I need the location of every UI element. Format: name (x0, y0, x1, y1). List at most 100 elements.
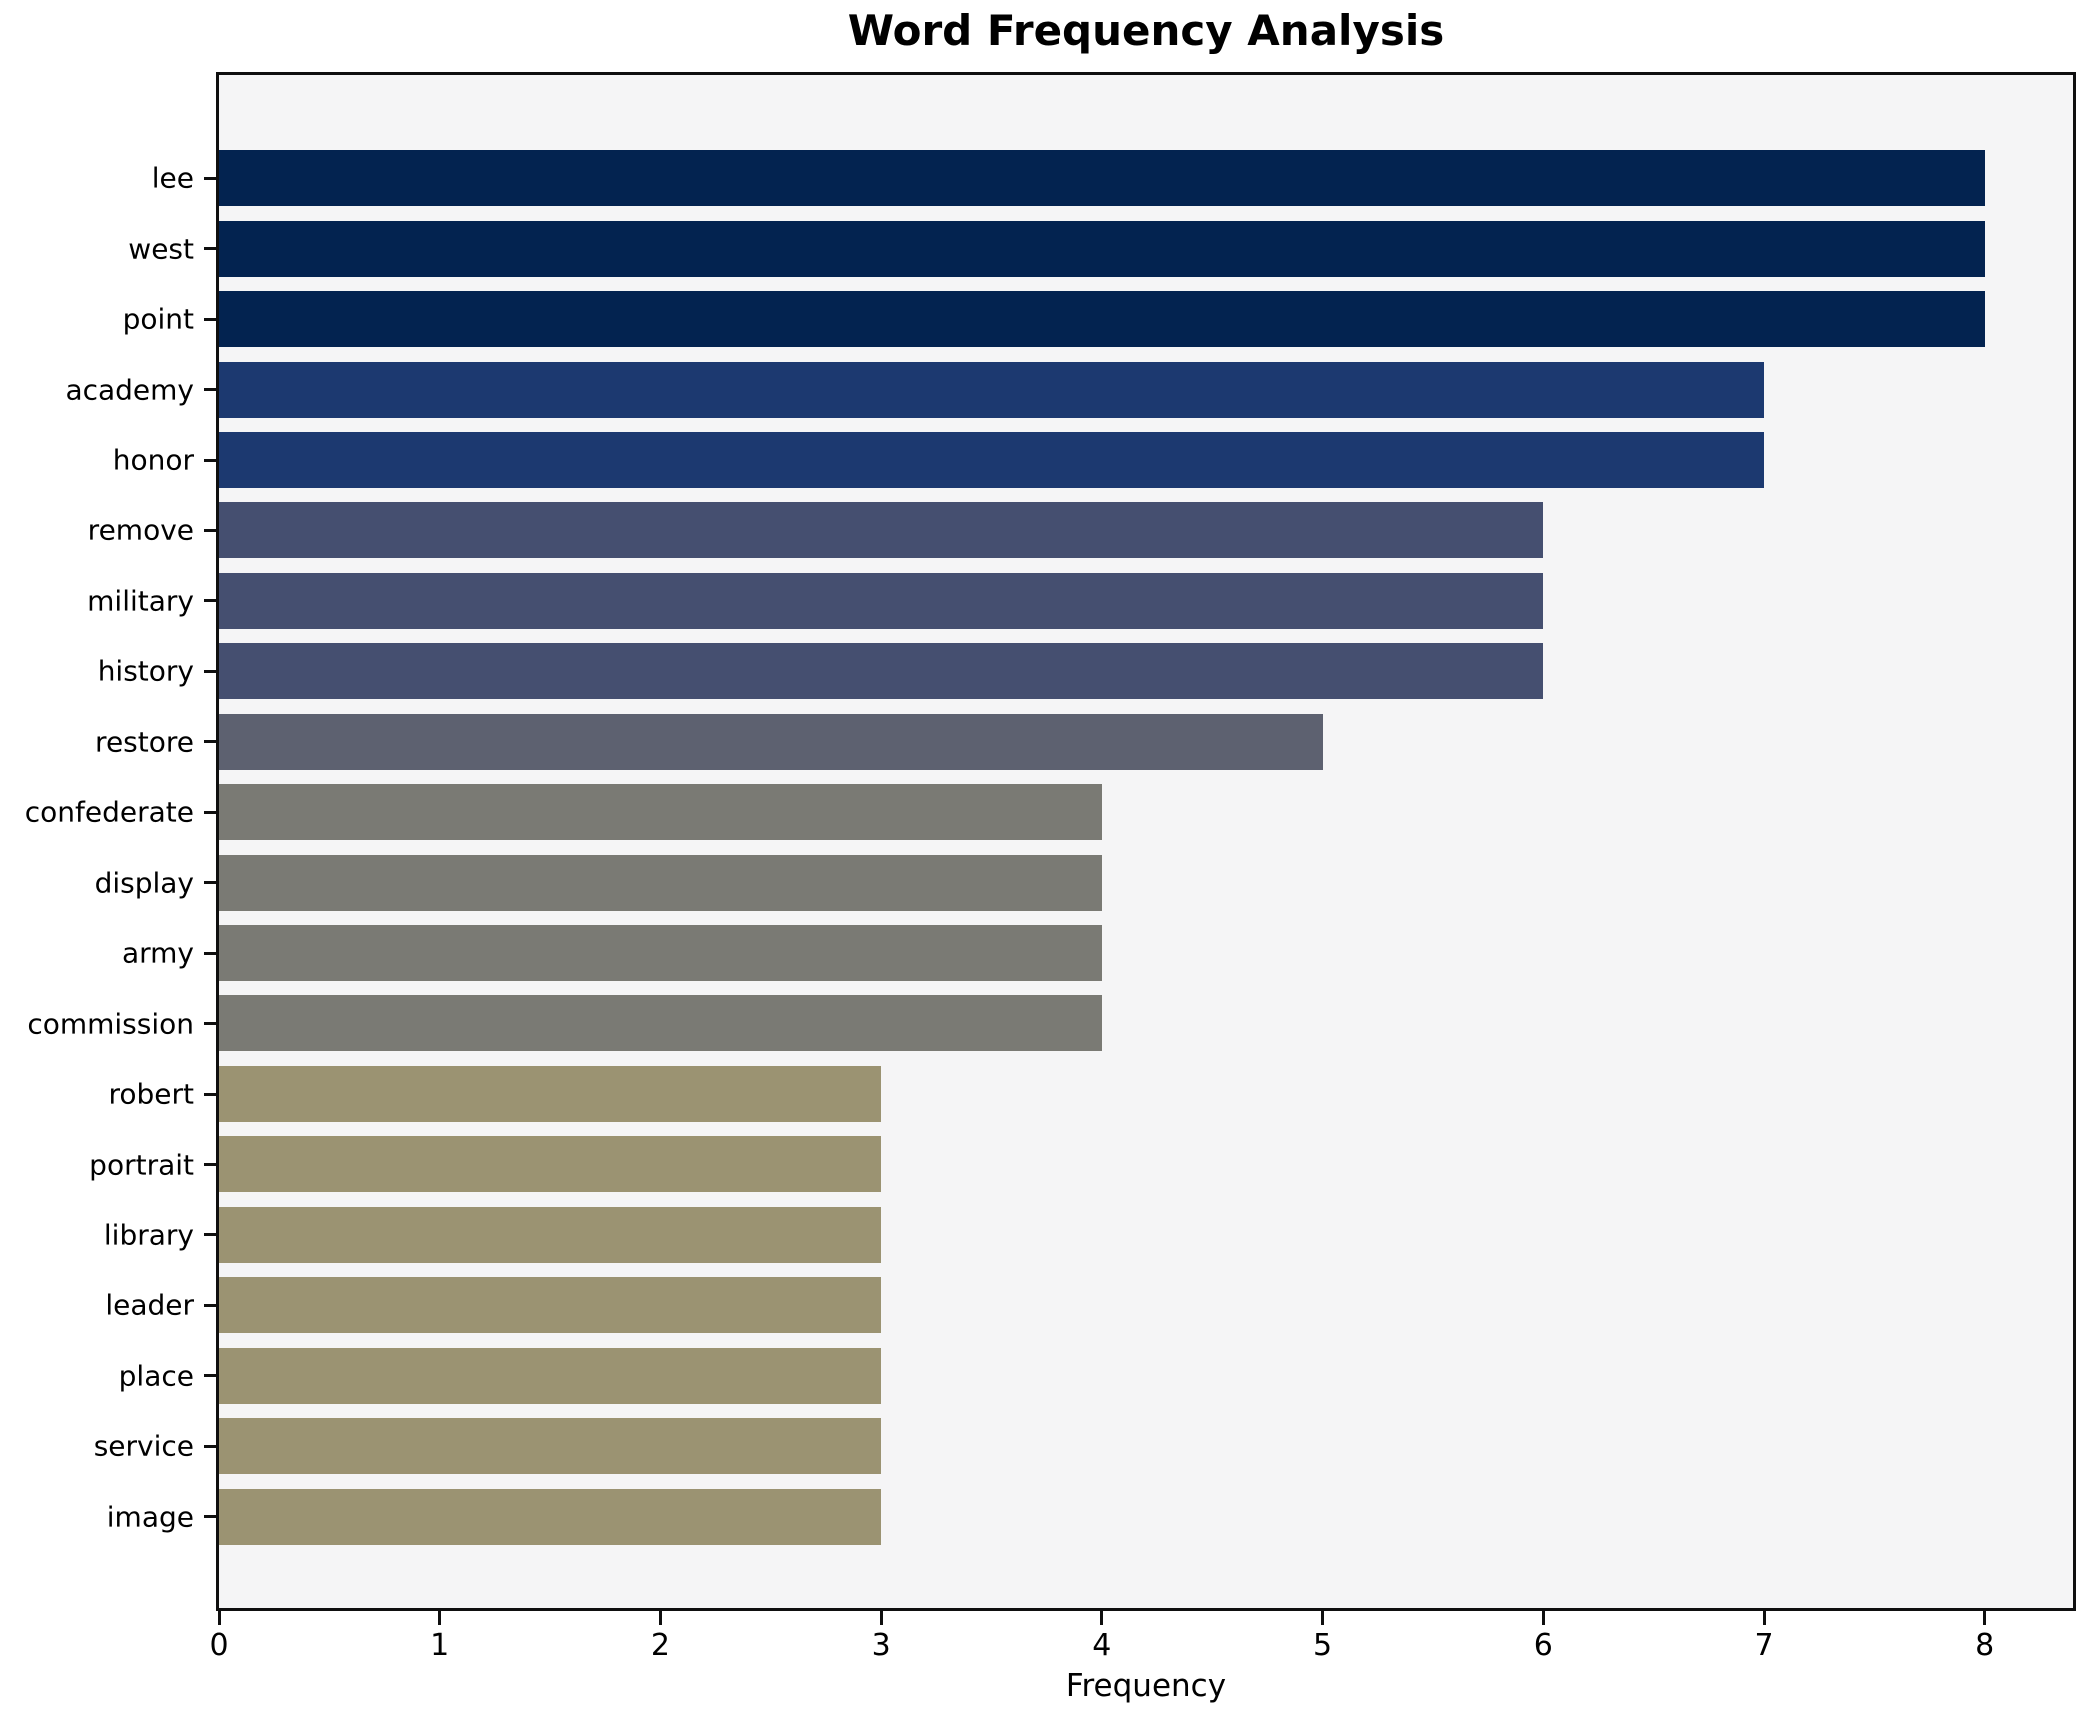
x-tick-label-4: 4 (1092, 1628, 1112, 1663)
y-tick-label-service: service (93, 1429, 194, 1463)
y-tick-label-commission: commission (27, 1007, 194, 1041)
bar-row (219, 636, 2073, 706)
y-tick-mark (204, 1515, 216, 1519)
bar-row (219, 1270, 2073, 1340)
y-tick-label-image: image (106, 1500, 194, 1534)
y-tick-mark (204, 1163, 216, 1167)
y-tick-mark (204, 1022, 216, 1026)
bar-army (219, 925, 1102, 982)
bar-row (219, 425, 2073, 495)
y-tick-label-academy: academy (65, 373, 194, 407)
y-tick-label-library: library (103, 1218, 194, 1252)
bar-history (219, 643, 1544, 700)
bar-row (219, 213, 2073, 283)
bar-leader (219, 1277, 882, 1334)
y-tick-label-point: point (122, 302, 194, 336)
y-tick-mark (204, 247, 216, 251)
y-tick-mark (204, 317, 216, 321)
y-tick-mark (204, 810, 216, 814)
bar-rows (219, 143, 2073, 1552)
bar-row (219, 1340, 2073, 1410)
bar-display (219, 854, 1102, 911)
x-tick-mark (1100, 1611, 1104, 1625)
plot-area (216, 72, 2076, 1611)
bar-row (219, 777, 2073, 847)
x-tick-mark (879, 1611, 883, 1625)
x-tick-mark (1762, 1611, 1766, 1625)
bar-row (219, 1411, 2073, 1481)
bar-place (219, 1347, 882, 1404)
chart-title: Word Frequency Analysis (847, 6, 1445, 55)
y-tick-label-portrait: portrait (89, 1148, 194, 1182)
bar-honor (219, 431, 1764, 488)
y-tick-mark (204, 669, 216, 673)
bar-commission (219, 995, 1102, 1052)
x-tick-mark (658, 1611, 662, 1625)
y-tick-mark (204, 458, 216, 462)
bar-row (219, 1481, 2073, 1551)
y-tick-label-military: military (87, 584, 194, 618)
x-tick-mark (1983, 1611, 1987, 1625)
y-tick-label-leader: leader (105, 1288, 194, 1322)
y-tick-label-history: history (97, 654, 194, 688)
y-tick-label-restore: restore (95, 725, 194, 759)
bar-row (219, 284, 2073, 354)
y-tick-mark (204, 599, 216, 603)
bar-academy (219, 361, 1764, 418)
bar-lee (219, 150, 1985, 207)
y-tick-label-lee: lee (151, 161, 194, 195)
bar-library (219, 1206, 882, 1263)
y-tick-mark (204, 1233, 216, 1237)
bar-confederate (219, 784, 1102, 841)
bar-row (219, 566, 2073, 636)
y-tick-mark (204, 388, 216, 392)
bar-image (219, 1488, 882, 1545)
y-tick-label-remove: remove (87, 513, 194, 547)
bar-row (219, 707, 2073, 777)
x-axis-label: Frequency (1065, 1668, 1227, 1704)
y-tick-mark (204, 176, 216, 180)
y-tick-mark (204, 1092, 216, 1096)
bar-row (219, 143, 2073, 213)
bar-row (219, 918, 2073, 988)
bar-military (219, 572, 1544, 629)
bar-row (219, 1129, 2073, 1199)
bar-row (219, 988, 2073, 1058)
y-tick-label-west: west (128, 232, 194, 266)
y-tick-mark (204, 951, 216, 955)
y-tick-label-display: display (94, 866, 194, 900)
x-tick-mark (217, 1611, 221, 1625)
bar-row (219, 1200, 2073, 1270)
x-tick-label-3: 3 (871, 1628, 891, 1663)
y-tick-mark (204, 881, 216, 885)
x-tick-mark (438, 1611, 442, 1625)
x-tick-label-6: 6 (1533, 1628, 1553, 1663)
x-tick-mark (1321, 1611, 1325, 1625)
bar-restore (219, 713, 1323, 770)
y-tick-label-place: place (118, 1359, 194, 1393)
y-tick-label-robert: robert (108, 1077, 194, 1111)
x-tick-label-5: 5 (1313, 1628, 1333, 1663)
y-tick-mark (204, 740, 216, 744)
x-tick-label-7: 7 (1754, 1628, 1774, 1663)
bar-row (219, 495, 2073, 565)
x-tick-mark (1541, 1611, 1545, 1625)
bar-row (219, 847, 2073, 917)
bar-robert (219, 1065, 882, 1122)
bar-service (219, 1418, 882, 1475)
y-tick-label-honor: honor (112, 443, 194, 477)
bar-remove (219, 502, 1544, 559)
y-tick-mark (204, 528, 216, 532)
x-tick-label-0: 0 (209, 1628, 229, 1663)
y-tick-label-confederate: confederate (24, 795, 194, 829)
y-tick-mark (204, 1374, 216, 1378)
bar-west (219, 220, 1985, 277)
y-tick-label-army: army (121, 936, 194, 970)
bar-row (219, 1059, 2073, 1129)
x-tick-label-2: 2 (650, 1628, 670, 1663)
y-tick-mark (204, 1303, 216, 1307)
bar-portrait (219, 1136, 882, 1193)
x-tick-label-8: 8 (1975, 1628, 1995, 1663)
bar-row (219, 354, 2073, 424)
